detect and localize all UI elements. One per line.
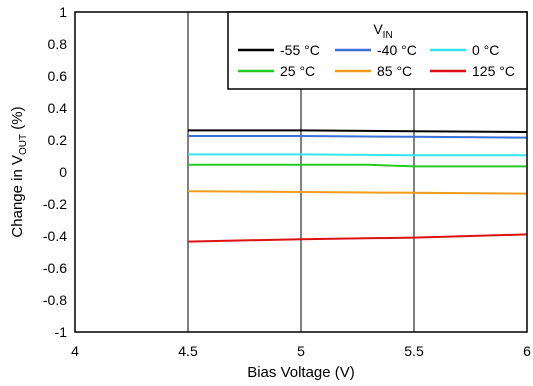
y-tick-label-6: 0.2 <box>48 132 68 148</box>
legend-label-3: 25 °C <box>280 63 315 79</box>
y-tick-label-3: -0.4 <box>43 228 67 244</box>
series-line-0 <box>188 129 528 133</box>
y-axis-title-subscript: OUT <box>18 134 29 155</box>
series-lines <box>187 129 528 243</box>
legend-title-subscript: IN <box>383 30 393 41</box>
x-tick-label-3: 5.5 <box>404 343 424 359</box>
series-line-1 <box>188 135 528 139</box>
legend: VIN -55 °C -40 °C 0 °C 25 °C 85 °C 125 °C <box>227 11 528 90</box>
legend-label-0: -55 °C <box>280 42 320 58</box>
y-axis-title-main: Change in V <box>9 155 26 238</box>
x-tick-label-0: 4 <box>71 343 79 359</box>
y-axis-title: Change in VOUT (%) <box>9 106 29 237</box>
legend-items: -55 °C -40 °C 0 °C 25 °C 85 °C 125 °C <box>238 42 515 79</box>
y-tick-label-5: 0 <box>59 164 67 180</box>
y-tick-label-4: -0.2 <box>43 196 67 212</box>
y-tick-label-8: 0.6 <box>48 68 68 84</box>
x-tick-label-1: 4.5 <box>178 343 198 359</box>
legend-title: VIN <box>373 21 392 41</box>
series-line-5 <box>187 233 528 243</box>
tick-labels: 4 4.5 5 5.5 6 -1 -0.8 -0.6 -0.4 -0.2 0 0.2 0.4 0.6 0.8… <box>43 4 531 359</box>
series-line-4 <box>187 190 528 195</box>
x-tick-label-2: 5 <box>297 343 305 359</box>
y-tick-label-10: 1 <box>59 4 67 20</box>
x-axis-title: Bias Voltage (V) <box>247 364 355 381</box>
legend-label-2: 0 °C <box>472 42 499 58</box>
legend-box <box>227 11 528 90</box>
legend-title-main: V <box>373 21 383 37</box>
y-axis-title-tail: (%) <box>9 106 26 134</box>
legend-label-5: 125 °C <box>472 63 515 79</box>
series-line-3 <box>188 163 527 168</box>
legend-label-1: -40 °C <box>377 42 417 58</box>
y-tick-label-2: -0.6 <box>43 260 67 276</box>
x-tick-label-4: 6 <box>523 343 531 359</box>
y-tick-label-7: 0.4 <box>48 100 68 116</box>
y-tick-label-1: -0.8 <box>43 292 67 308</box>
y-tick-label-0: -1 <box>55 324 68 340</box>
y-tick-label-9: 0.8 <box>48 36 68 52</box>
legend-label-4: 85 °C <box>377 63 412 79</box>
series-line-2 <box>188 153 527 157</box>
